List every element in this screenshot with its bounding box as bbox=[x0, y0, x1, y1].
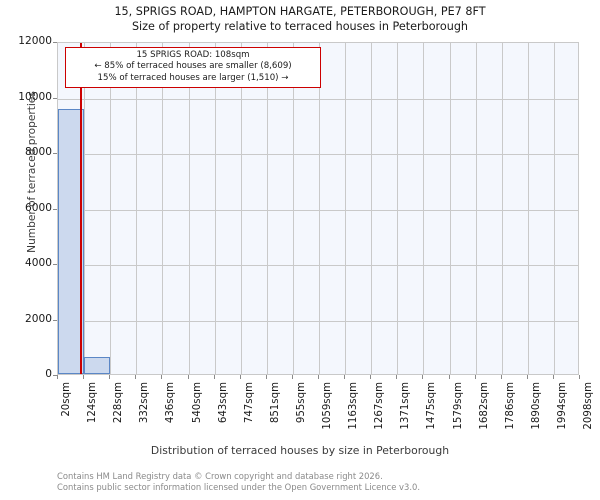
gridline-vertical bbox=[292, 43, 294, 374]
y-axis-tick-label: 4000 bbox=[25, 257, 52, 269]
y-axis-title: Number of terraced properties bbox=[26, 91, 38, 253]
annotation-line-3: 15% of terraced houses are larger (1,510… bbox=[97, 72, 289, 83]
x-axis-tick-label: 436sqm bbox=[165, 382, 177, 424]
gridline-horizontal bbox=[58, 209, 578, 211]
gridline-vertical bbox=[423, 43, 425, 374]
x-axis-tick-label: 747sqm bbox=[243, 382, 255, 424]
x-axis-tick-mark bbox=[239, 375, 241, 379]
y-axis-tick-mark bbox=[53, 375, 57, 376]
y-axis-tick-label: 2000 bbox=[25, 312, 52, 325]
x-axis-tick-label: 2098sqm bbox=[583, 382, 594, 430]
footer-line-1: Contains HM Land Registry data © Crown c… bbox=[57, 471, 383, 481]
x-axis-tick-label: 1890sqm bbox=[530, 382, 542, 430]
x-axis-tick-label: 1475sqm bbox=[426, 382, 438, 430]
x-axis-tick-mark bbox=[422, 375, 424, 379]
gridline-vertical bbox=[136, 43, 138, 374]
x-axis-tick-label: 124sqm bbox=[87, 382, 99, 424]
annotation-line-2: ← 85% of terraced houses are smaller (8,… bbox=[94, 61, 292, 72]
x-axis-tick-mark bbox=[579, 375, 580, 379]
x-axis-tick-mark bbox=[370, 375, 372, 379]
y-axis-tick-label: 12000 bbox=[18, 35, 52, 47]
x-axis-tick-label: 1786sqm bbox=[504, 382, 516, 430]
gridline-vertical bbox=[527, 43, 529, 374]
gridline-vertical bbox=[110, 43, 112, 374]
y-axis-tick-mark bbox=[53, 153, 57, 154]
x-axis-tick-mark bbox=[552, 375, 554, 379]
x-axis-tick-label: 1059sqm bbox=[322, 382, 333, 430]
x-axis-tick-label: 1579sqm bbox=[452, 382, 464, 430]
x-axis-tick-mark bbox=[109, 375, 111, 379]
gridline-vertical bbox=[397, 43, 399, 374]
title-block: 15, SPRIGS ROAD, HAMPTON HARGATE, PETERB… bbox=[0, 4, 600, 34]
gridline-horizontal bbox=[58, 265, 578, 266]
y-axis-tick-label: 8000 bbox=[25, 146, 52, 158]
y-axis-tick-mark bbox=[53, 97, 57, 99]
x-axis-tick-label: 1267sqm bbox=[374, 382, 386, 430]
gridline-horizontal bbox=[58, 98, 578, 100]
gridline-vertical bbox=[266, 43, 268, 374]
histogram-bar bbox=[84, 357, 111, 374]
gridline-vertical bbox=[162, 43, 164, 374]
x-axis-tick-mark bbox=[318, 375, 319, 379]
x-axis-tick-mark bbox=[213, 375, 215, 379]
y-axis-tick-label: 0 bbox=[45, 368, 52, 380]
x-axis-tick-mark bbox=[265, 375, 267, 379]
x-axis-tick-mark bbox=[161, 375, 163, 379]
gridline-horizontal bbox=[58, 154, 578, 155]
gridline-vertical bbox=[214, 43, 216, 374]
gridline-vertical bbox=[345, 43, 347, 374]
x-axis-tick-mark bbox=[500, 375, 502, 379]
y-axis-tick-labels: 0 2000 4000 6000 8000 10000 12000 bbox=[0, 0, 52, 500]
x-axis-tick-label: 332sqm bbox=[139, 382, 151, 424]
gridline-vertical bbox=[188, 43, 190, 374]
x-axis-tick-mark bbox=[187, 375, 189, 379]
gridline-vertical bbox=[475, 43, 477, 374]
gridline-horizontal bbox=[58, 320, 578, 322]
x-axis-tick-mark bbox=[396, 375, 398, 379]
annotation-line-1: 15 SPRIGS ROAD: 108sqm bbox=[136, 50, 250, 60]
x-axis-tick-mark bbox=[291, 375, 293, 379]
gridline-vertical bbox=[371, 43, 373, 374]
plot-area bbox=[57, 42, 579, 375]
y-axis-tick-mark bbox=[53, 42, 57, 43]
x-axis-tick-label: 955sqm bbox=[295, 382, 307, 424]
x-axis-tick-label: 20sqm bbox=[61, 382, 72, 417]
x-axis-tick-mark bbox=[57, 375, 58, 379]
x-axis-tick-label: 1163sqm bbox=[348, 382, 360, 430]
y-axis-tick-mark bbox=[53, 264, 57, 265]
x-axis-tick-label: 643sqm bbox=[217, 382, 229, 424]
x-axis-tick-label: 540sqm bbox=[191, 382, 203, 424]
x-axis-tick-label: 1371sqm bbox=[400, 382, 412, 430]
gridline-vertical bbox=[319, 43, 320, 374]
chart-title: 15, SPRIGS ROAD, HAMPTON HARGATE, PETERB… bbox=[114, 5, 486, 18]
gridline-vertical bbox=[501, 43, 503, 374]
x-axis-tick-label: 1994sqm bbox=[556, 382, 568, 430]
y-axis-tick-mark bbox=[53, 319, 57, 321]
gridline-vertical bbox=[553, 43, 555, 374]
y-axis-tick-label: 10000 bbox=[18, 90, 52, 103]
property-size-marker-line bbox=[80, 43, 82, 374]
chart-subtitle: Size of property relative to terraced ho… bbox=[131, 20, 469, 33]
x-axis-tick-mark bbox=[448, 375, 450, 379]
y-axis-tick-mark bbox=[53, 208, 57, 210]
gridline-vertical bbox=[449, 43, 451, 374]
x-axis-tick-mark bbox=[135, 375, 137, 379]
footer-attribution: Contains HM Land Registry data © Crown c… bbox=[57, 471, 597, 492]
x-axis-tick-label: 228sqm bbox=[113, 382, 125, 424]
x-axis-tick-mark bbox=[474, 375, 476, 379]
x-axis-tick-mark bbox=[526, 375, 528, 379]
y-axis-tick-label: 6000 bbox=[25, 201, 52, 214]
histogram-bar bbox=[58, 109, 85, 374]
x-axis-tick-mark bbox=[83, 375, 85, 379]
footer-line-2: Contains public sector information licen… bbox=[57, 481, 420, 492]
x-axis-tick-label: 1682sqm bbox=[478, 382, 490, 430]
gridline-vertical bbox=[84, 43, 86, 374]
x-axis-title: Distribution of terraced houses by size … bbox=[150, 444, 450, 457]
property-annotation-box: 15 SPRIGS ROAD: 108sqm ← 85% of terraced… bbox=[65, 47, 321, 89]
x-axis-tick-label: 851sqm bbox=[269, 382, 281, 424]
gridline-vertical bbox=[240, 43, 242, 374]
x-axis-tick-mark bbox=[344, 375, 346, 379]
